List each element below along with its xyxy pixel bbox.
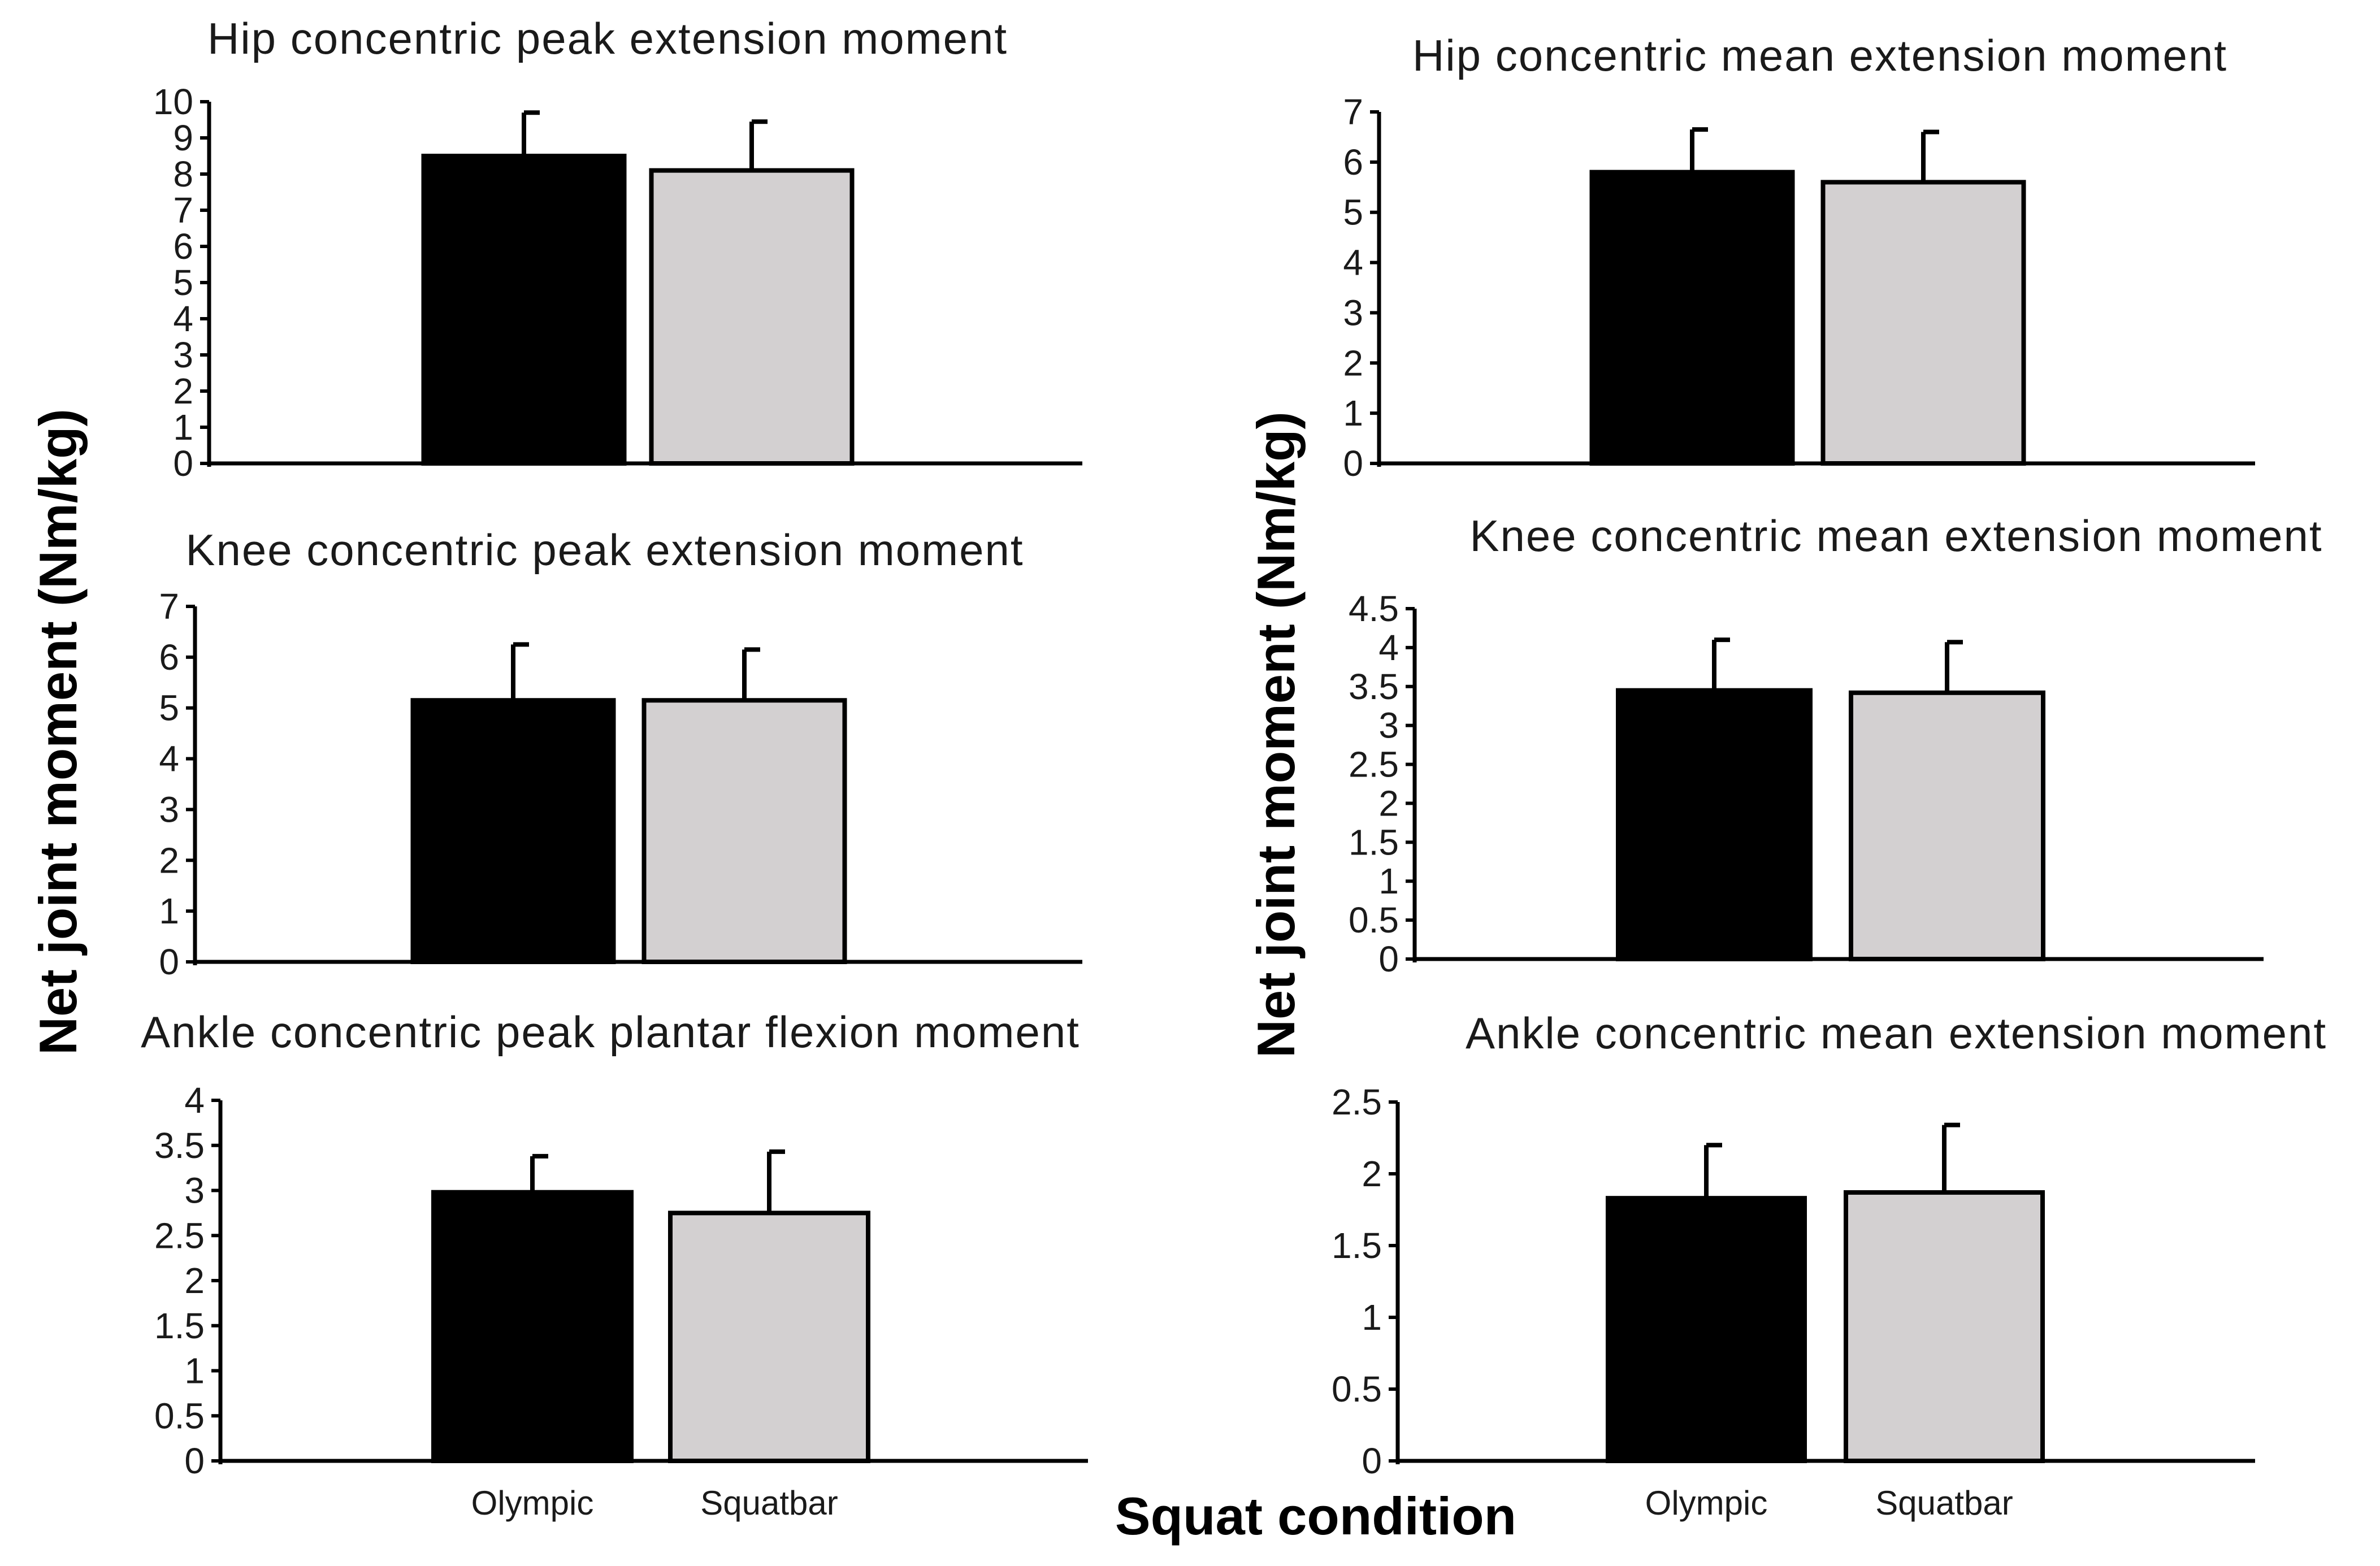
y-tick-label: 3.5 bbox=[154, 1125, 205, 1166]
y-tick-label: 2.5 bbox=[154, 1215, 205, 1256]
y-tick-label: 2.5 bbox=[1332, 1082, 1382, 1122]
bar-squatbar bbox=[1844, 1190, 2045, 1464]
y-tick-label: 6 bbox=[1343, 142, 1363, 183]
y-tick-label: 0 bbox=[1362, 1441, 1382, 1481]
y-tick-label: 2 bbox=[173, 371, 193, 411]
y-tick-label: 0 bbox=[184, 1441, 205, 1481]
bar-olympic bbox=[410, 698, 616, 964]
y-tick-label: 7 bbox=[1343, 92, 1363, 132]
y-tick-label: 4 bbox=[173, 298, 193, 339]
y-tick-label: 7 bbox=[159, 586, 179, 627]
panel-title: Hip concentric peak extension moment bbox=[207, 14, 1008, 63]
y-tick-label: 3 bbox=[1378, 705, 1399, 746]
y-tick-label: 7 bbox=[173, 190, 193, 231]
panel-knee-mean: Knee concentric mean extension moment 00.… bbox=[1349, 511, 2322, 979]
y-tick-label: 1 bbox=[173, 407, 193, 448]
y-tick-label: 1 bbox=[1343, 393, 1363, 433]
x-category-label: Squatbar bbox=[1875, 1484, 2013, 1522]
y-tick-label: 5 bbox=[1343, 192, 1363, 233]
y-tick-label: 0 bbox=[1378, 939, 1399, 979]
panel-title: Ankle concentric peak plantar flexion mo… bbox=[141, 1007, 1080, 1057]
y-tick-label: 6 bbox=[159, 637, 179, 678]
y-tick-label: 1 bbox=[1378, 861, 1399, 901]
y-tick-label: 4 bbox=[1378, 627, 1399, 668]
y-tick-label: 4 bbox=[159, 739, 179, 779]
y-tick-label: 0 bbox=[159, 942, 179, 982]
bar-squatbar bbox=[1849, 690, 2045, 962]
y-tick-label: 10 bbox=[153, 81, 193, 122]
bar-olympic bbox=[421, 154, 627, 466]
y-tick-label: 2 bbox=[1362, 1153, 1382, 1194]
panel-knee-peak: Knee concentric peak extension moment 0 1 2… bbox=[159, 525, 1082, 982]
panel-hip-mean: Hip concentric mean extension moment 0 1 2 3… bbox=[1343, 31, 2255, 484]
panel-title: Ankle concentric mean extension moment bbox=[1466, 1008, 2327, 1058]
y-tick-label: 2 bbox=[159, 840, 179, 880]
panel-title: Knee concentric peak extension moment bbox=[185, 525, 1024, 575]
bar-squatbar bbox=[641, 698, 847, 964]
bar-olympic bbox=[1606, 1196, 1807, 1463]
y-tick-label: 2.5 bbox=[1349, 744, 1399, 785]
y-tick-label: 1 bbox=[1362, 1297, 1382, 1338]
y-tick-label: 2 bbox=[1343, 342, 1363, 383]
bar-olympic bbox=[431, 1190, 634, 1463]
x-category-label: Olympic bbox=[471, 1484, 594, 1522]
y-tick-label: 0.5 bbox=[1332, 1369, 1382, 1409]
y-tick-label: 2 bbox=[184, 1260, 205, 1301]
bar-squatbar bbox=[668, 1211, 870, 1463]
y-tick-label: 3 bbox=[173, 335, 193, 375]
y-tick-label: 1 bbox=[184, 1351, 205, 1391]
y-tick-label: 9 bbox=[173, 118, 193, 158]
y-tick-label: 6 bbox=[173, 226, 193, 267]
y-tick-label: 3 bbox=[159, 789, 179, 830]
y-tick-label: 0 bbox=[173, 443, 193, 484]
panel-ankle-peak: Ankle concentric peak plantar flexion mo… bbox=[141, 1007, 1088, 1522]
panel-ankle-mean: Ankle concentric mean extension moment 0 0… bbox=[1332, 1008, 2327, 1522]
y-tick-label: 1.5 bbox=[1349, 822, 1399, 862]
y-tick-label: 3 bbox=[184, 1170, 205, 1211]
y-tick-label: 3.5 bbox=[1349, 666, 1399, 707]
y-tick-label: 5 bbox=[159, 688, 179, 728]
x-category-label: Olympic bbox=[1645, 1484, 1768, 1522]
y-tick-label: 4 bbox=[1343, 242, 1363, 283]
panel-hip-peak: Hip concentric peak extension moment 0123… bbox=[153, 14, 1082, 484]
bar-olympic bbox=[1616, 688, 1813, 961]
y-tick-label: 0 bbox=[1343, 443, 1363, 484]
y-tick-label: 5 bbox=[173, 262, 193, 303]
y-tick-label: 8 bbox=[173, 154, 193, 194]
y-tick-label: 0.5 bbox=[154, 1395, 205, 1436]
y-axis-title-right: Net joint moment (Nm/kg) bbox=[1246, 411, 1306, 1058]
y-tick-label: 1.5 bbox=[1332, 1225, 1382, 1266]
y-tick-label: 0.5 bbox=[1349, 900, 1399, 940]
x-axis-title: Squat condition bbox=[1115, 1486, 1516, 1546]
y-tick-label: 4.5 bbox=[1349, 588, 1399, 629]
bar-squatbar bbox=[1820, 180, 2026, 466]
y-tick-label: 1 bbox=[159, 891, 179, 931]
y-tick-label: 3 bbox=[1343, 292, 1363, 333]
y-axis-title-left: Net joint moment (Nm/kg) bbox=[28, 409, 88, 1055]
y-tick-label: 2 bbox=[1378, 783, 1399, 823]
bar-squatbar bbox=[649, 168, 855, 466]
panel-title: Knee concentric mean extension moment bbox=[1469, 511, 2322, 561]
x-category-label: Squatbar bbox=[700, 1484, 838, 1522]
y-tick-label: 1.5 bbox=[154, 1305, 205, 1346]
bar-olympic bbox=[1589, 170, 1795, 466]
y-tick-label: 4 bbox=[184, 1080, 205, 1121]
panel-title: Hip concentric mean extension moment bbox=[1412, 31, 2227, 80]
